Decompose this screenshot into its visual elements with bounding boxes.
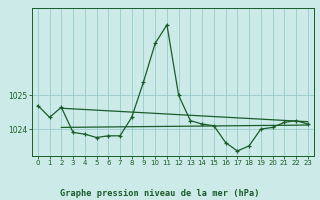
Text: Graphe pression niveau de la mer (hPa): Graphe pression niveau de la mer (hPa) [60,189,260,198]
